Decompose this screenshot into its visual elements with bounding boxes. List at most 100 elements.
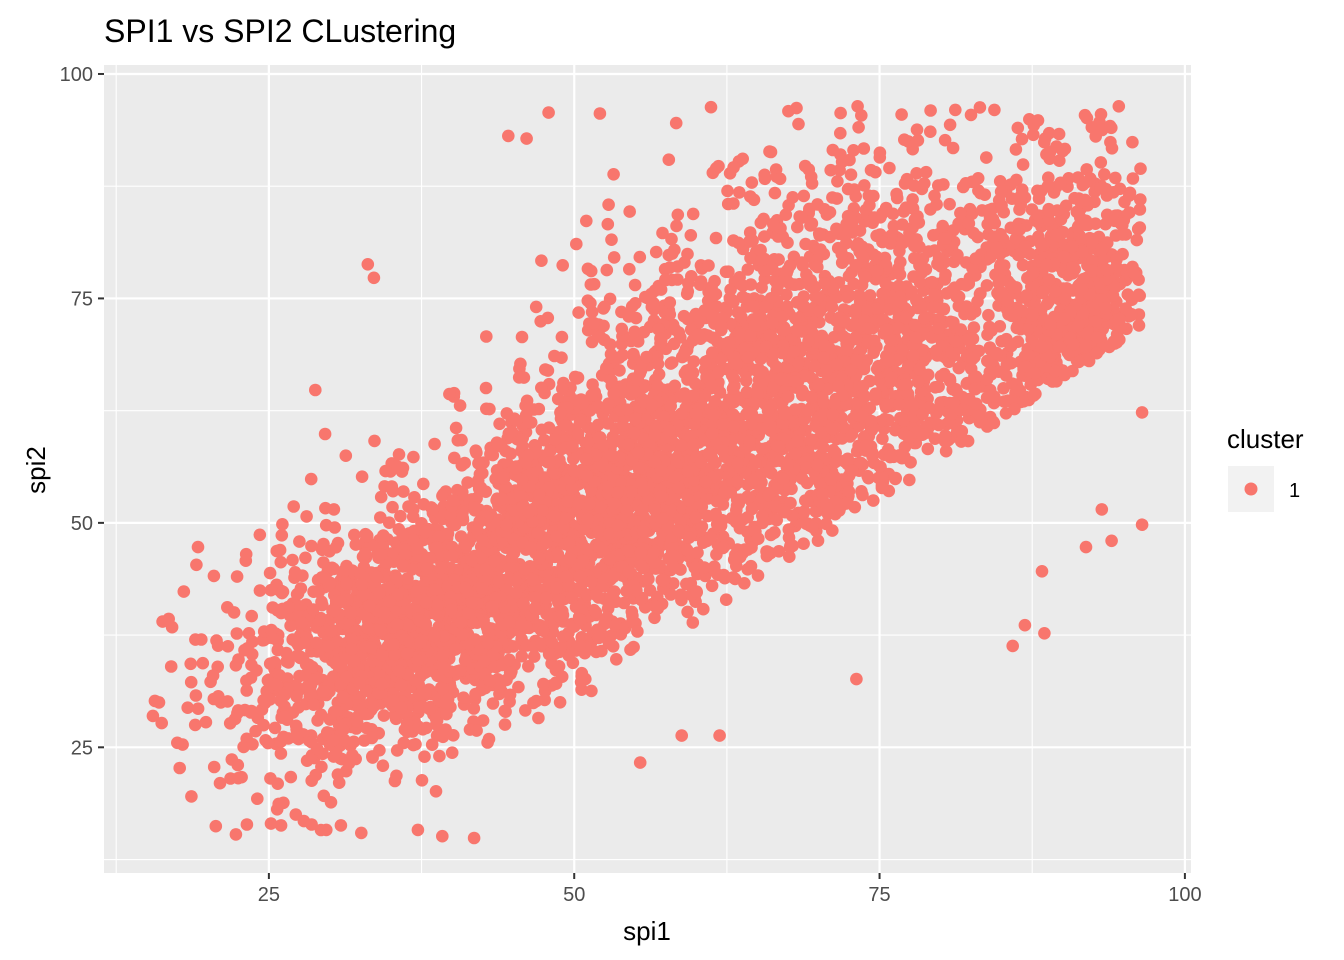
data-point xyxy=(675,439,688,452)
data-point xyxy=(593,501,607,514)
data-point xyxy=(613,364,626,377)
data-point xyxy=(682,493,695,507)
data-point xyxy=(913,276,927,289)
data-point xyxy=(392,448,406,461)
data-point xyxy=(209,819,223,833)
data-point xyxy=(324,625,338,638)
data-point xyxy=(286,553,299,567)
data-point xyxy=(474,481,488,495)
data-point xyxy=(264,817,278,830)
data-point xyxy=(962,217,976,230)
data-point xyxy=(686,616,700,629)
data-point xyxy=(290,690,303,703)
data-point xyxy=(600,263,614,277)
data-point xyxy=(414,636,427,649)
data-point xyxy=(666,559,680,573)
data-point xyxy=(515,618,529,632)
data-point xyxy=(490,436,504,450)
data-point xyxy=(420,562,434,575)
data-point xyxy=(328,604,341,618)
data-point xyxy=(315,543,329,557)
data-point xyxy=(415,774,429,787)
data-point xyxy=(550,581,563,595)
data-point xyxy=(498,704,512,718)
data-point xyxy=(394,678,408,692)
data-point xyxy=(188,718,202,732)
data-point xyxy=(749,456,762,470)
data-point xyxy=(430,541,444,554)
data-point xyxy=(696,536,710,549)
data-point xyxy=(241,642,254,655)
data-point xyxy=(758,230,771,243)
data-point xyxy=(622,438,635,451)
data-point xyxy=(680,577,693,591)
data-point xyxy=(584,296,597,310)
data-point xyxy=(396,529,410,542)
data-point xyxy=(748,319,761,332)
data-point xyxy=(746,474,760,487)
data-point xyxy=(411,654,425,667)
data-point xyxy=(841,378,854,392)
data-point xyxy=(535,254,548,267)
data-point xyxy=(995,335,1008,348)
data-point xyxy=(423,702,436,716)
data-point xyxy=(848,500,862,514)
data-point xyxy=(752,532,765,545)
data-point xyxy=(740,386,754,399)
data-point xyxy=(580,469,594,483)
data-point xyxy=(585,389,598,402)
data-point xyxy=(621,544,635,557)
data-point xyxy=(375,649,389,662)
data-point xyxy=(716,444,729,457)
data-point xyxy=(971,295,984,308)
data-point xyxy=(449,421,463,435)
data-point xyxy=(654,332,667,345)
data-point xyxy=(527,650,541,663)
data-point xyxy=(783,550,796,563)
data-point xyxy=(634,559,648,573)
data-point xyxy=(607,168,620,181)
data-point xyxy=(631,625,644,638)
data-point xyxy=(629,297,642,310)
data-point xyxy=(964,308,978,321)
data-point xyxy=(950,385,963,398)
data-point xyxy=(563,553,577,566)
data-point xyxy=(631,374,645,388)
data-point xyxy=(860,304,874,317)
data-point xyxy=(556,630,570,643)
data-point xyxy=(244,671,258,685)
data-point xyxy=(437,661,450,675)
data-point xyxy=(708,274,721,288)
data-point xyxy=(561,495,575,509)
data-point xyxy=(684,371,698,384)
data-point xyxy=(423,551,437,565)
data-point xyxy=(486,448,500,462)
data-point xyxy=(391,460,404,473)
data-point xyxy=(310,636,323,650)
data-point xyxy=(687,438,701,452)
data-point xyxy=(603,527,616,540)
data-point xyxy=(295,616,308,629)
data-point xyxy=(539,591,553,605)
data-point xyxy=(806,520,819,534)
data-point xyxy=(566,440,579,453)
data-point xyxy=(359,707,373,721)
data-point xyxy=(783,259,797,272)
data-point xyxy=(447,729,460,742)
data-point xyxy=(804,274,817,287)
data-point xyxy=(608,619,622,632)
data-point xyxy=(503,688,517,702)
data-point xyxy=(919,165,933,179)
data-point xyxy=(767,218,781,232)
data-point xyxy=(771,440,785,453)
data-point xyxy=(1015,132,1029,146)
data-point xyxy=(826,408,839,421)
data-point xyxy=(730,503,743,517)
data-point xyxy=(903,473,916,487)
data-point xyxy=(503,562,517,575)
data-point xyxy=(273,669,286,682)
data-point xyxy=(689,407,703,421)
data-point xyxy=(365,731,379,745)
data-point xyxy=(479,381,493,395)
data-point xyxy=(712,366,725,379)
